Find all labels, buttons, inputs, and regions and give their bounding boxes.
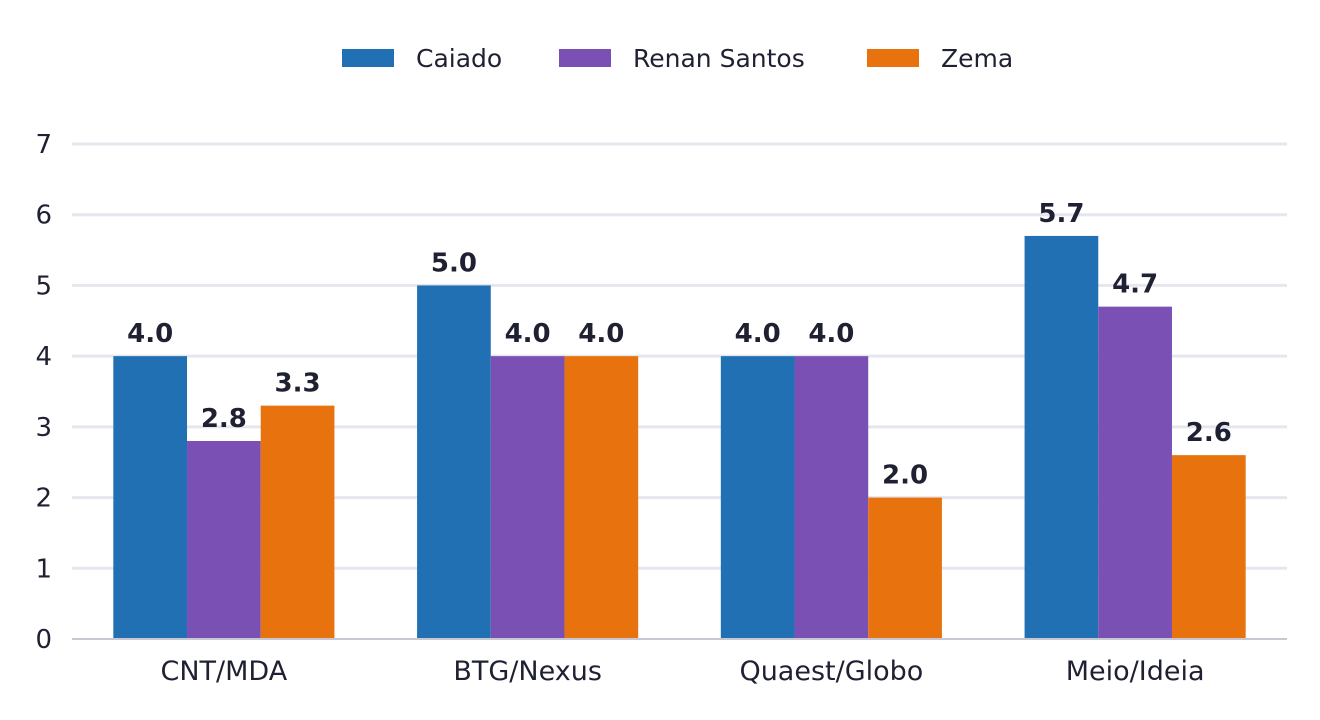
legend-label: Renan Santos — [633, 44, 805, 73]
bar-value-label: 4.0 — [578, 319, 624, 349]
bar-value-label: 3.3 — [275, 369, 321, 399]
bar — [260, 405, 335, 639]
bar-value-label: 5.7 — [1038, 199, 1084, 229]
y-tick-label: 6 — [35, 201, 52, 231]
x-tick-label: BTG/Nexus — [453, 656, 602, 687]
y-tick-label: 0 — [35, 625, 52, 655]
data-labels: 4.0 2.8 3.3 5.0 4.0 4.0 4.0 4.0 2.0 5.7 4.7 2.6 — [127, 199, 1232, 491]
legend-label: Zema — [941, 44, 1013, 73]
legend-swatch — [867, 49, 919, 67]
x-axis-ticks: CNT/MDA BTG/Nexus Quaest/Globo Meio/Ideia — [161, 656, 1205, 687]
legend-label: Caiado — [416, 44, 502, 73]
bar — [794, 356, 869, 639]
bar-value-label: 2.6 — [1186, 418, 1232, 448]
bar-value-label: 2.8 — [201, 404, 247, 434]
bar-value-label: 4.0 — [505, 319, 551, 349]
y-tick-label: 4 — [35, 342, 52, 372]
legend: Caiado Renan Santos Zema — [342, 44, 1013, 73]
bar-value-label: 4.0 — [808, 319, 854, 349]
x-tick-label: Quaest/Globo — [739, 656, 923, 687]
bar — [490, 356, 565, 639]
bars — [113, 235, 1246, 639]
bar — [868, 497, 942, 639]
bar — [417, 285, 491, 639]
y-tick-label: 3 — [35, 413, 52, 443]
bar-value-label: 4.0 — [127, 319, 173, 349]
bar-value-label: 4.7 — [1112, 270, 1158, 300]
x-tick-label: CNT/MDA — [161, 656, 288, 687]
bar — [564, 356, 639, 639]
bar-value-label: 4.0 — [735, 319, 781, 349]
legend-swatch — [559, 49, 611, 67]
y-axis-ticks: 0 1 2 3 4 5 6 7 — [35, 130, 52, 655]
y-tick-label: 2 — [35, 484, 52, 514]
bar — [113, 356, 188, 639]
bar — [187, 441, 261, 639]
bar — [1171, 455, 1246, 639]
bar — [720, 356, 795, 639]
bar — [1098, 306, 1172, 639]
y-tick-label: 1 — [35, 554, 52, 584]
y-tick-label: 7 — [35, 130, 52, 160]
bar-value-label: 5.0 — [431, 248, 477, 278]
bar-value-label: 2.0 — [882, 461, 928, 491]
legend-swatch — [342, 49, 394, 67]
x-tick-label: Meio/Ideia — [1066, 656, 1205, 687]
y-tick-label: 5 — [35, 271, 52, 301]
bar — [1024, 235, 1099, 639]
